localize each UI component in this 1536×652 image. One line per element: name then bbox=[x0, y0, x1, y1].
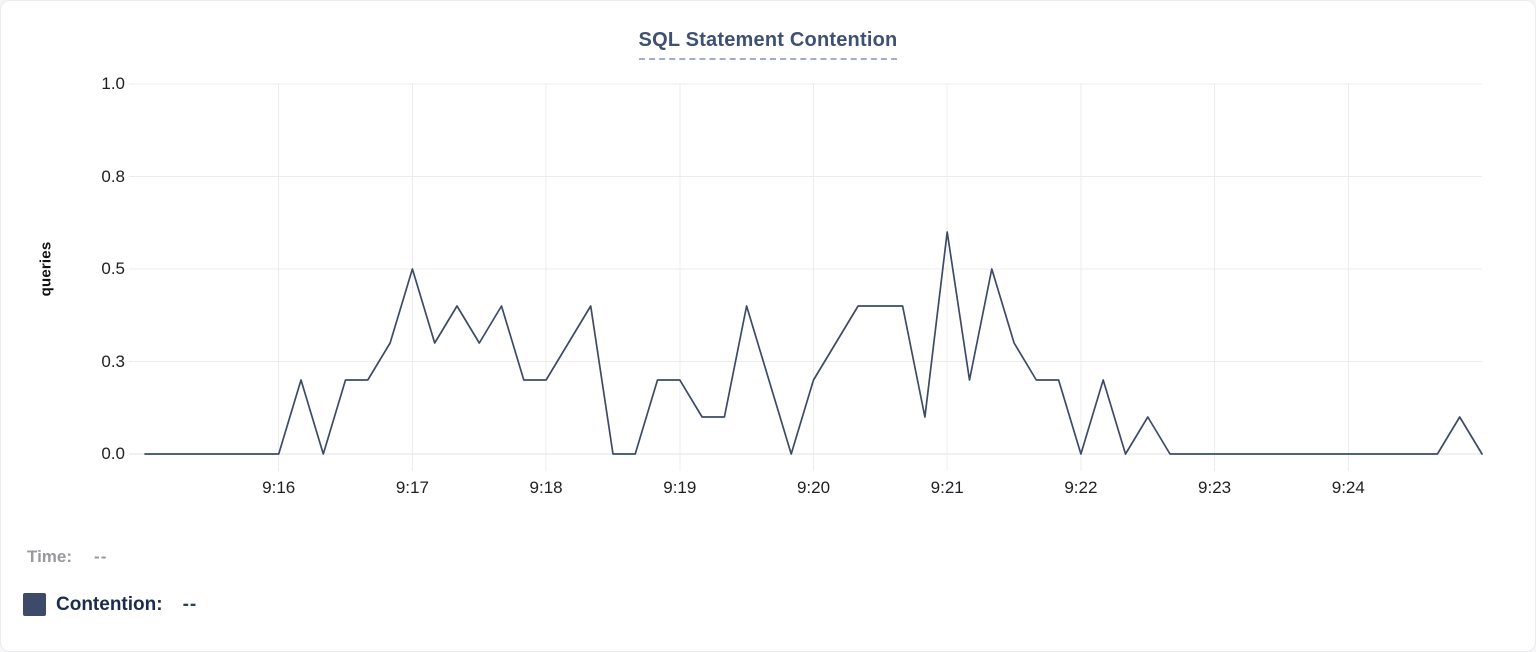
chart-title[interactable]: SQL Statement Contention bbox=[638, 29, 898, 60]
contention-swatch bbox=[23, 593, 46, 616]
plot-area[interactable] bbox=[145, 84, 1482, 454]
contention-value: -- bbox=[182, 593, 198, 615]
y-tick-label: 1.0 bbox=[101, 74, 125, 93]
time-readout: Time: -- bbox=[27, 547, 107, 567]
x-tick-label: 9:20 bbox=[796, 478, 831, 497]
x-tick-label: 9:18 bbox=[529, 478, 563, 497]
x-tick-label: 9:16 bbox=[262, 478, 296, 497]
x-tick-label: 9:17 bbox=[395, 478, 429, 497]
time-label: Time: bbox=[27, 547, 73, 566]
x-tick-label: 9:23 bbox=[1198, 478, 1232, 497]
chart-header: SQL Statement Contention bbox=[1, 29, 1535, 60]
gridlines bbox=[129, 83, 1482, 471]
contention-line bbox=[144, 231, 1483, 455]
x-tick-label: 9:21 bbox=[930, 478, 964, 497]
y-tick-label: 0.0 bbox=[101, 444, 125, 463]
y-tick-label: 0.3 bbox=[101, 351, 125, 371]
time-value: -- bbox=[94, 547, 108, 566]
legend-row: Contention: -- bbox=[23, 593, 197, 616]
y-tick-label: 0.5 bbox=[101, 259, 125, 278]
x-tick-label: 9:22 bbox=[1064, 478, 1098, 497]
x-tick-label: 9:19 bbox=[663, 478, 697, 497]
x-tick-label: 9:24 bbox=[1331, 478, 1365, 497]
y-tick-label: 0.8 bbox=[101, 166, 125, 186]
contention-label: Contention: bbox=[56, 593, 163, 615]
